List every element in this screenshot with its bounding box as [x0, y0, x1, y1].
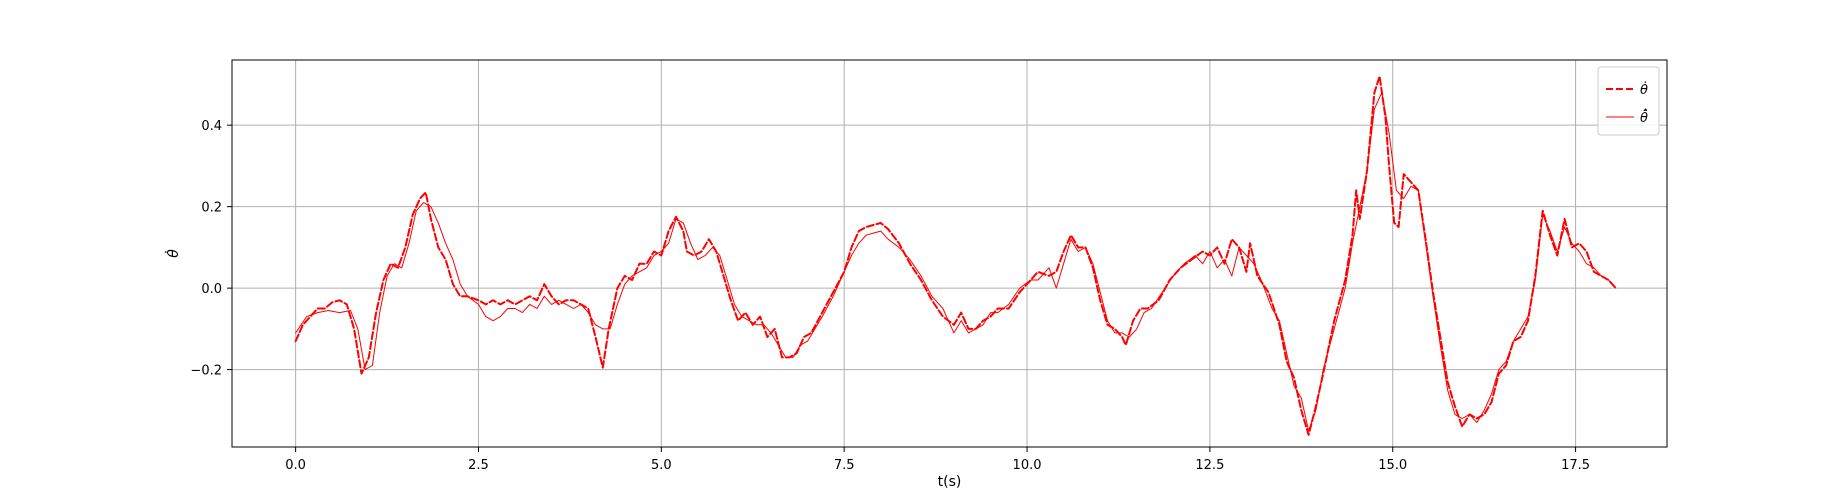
x-axis-label: t(s)	[938, 474, 962, 490]
x-tick-label: 2.5	[468, 458, 489, 473]
x-tick-label: 5.0	[651, 458, 672, 473]
legend: θ̇ θ̂̇	[1597, 66, 1660, 136]
x-tick-label: 7.5	[834, 458, 855, 473]
plot-area-frame	[231, 59, 1668, 448]
x-tick-label: 0.0	[285, 458, 306, 473]
x-tick-label: 15.0	[1378, 458, 1407, 473]
legend-label-theta-hat-dot: θ̂̇	[1640, 109, 1648, 126]
x-tick-label: 17.5	[1561, 458, 1590, 473]
x-tick-label: 10.0	[1013, 458, 1042, 473]
y-tick-label: −0.2	[190, 364, 222, 379]
y-tick-label: 0.2	[201, 201, 222, 216]
series-line-theta-hat-dot	[295, 92, 1617, 432]
y-tick-label: 0.0	[201, 282, 222, 297]
series-line-theta-dot	[294, 75, 1617, 436]
axis-ticks: 0.0 2.5 5.0 7.5 10.0 12.5 15.0 17.5 −0.2 0.0 0.2 0.…	[190, 119, 1590, 473]
legend-box	[1597, 66, 1660, 136]
series-lines	[294, 75, 1617, 436]
grid-lines	[232, 60, 1667, 447]
y-tick-label: 0.4	[201, 119, 222, 134]
y-axis-label-group: θ̇	[164, 249, 182, 258]
y-axis-label: θ̇	[164, 249, 182, 258]
x-tick-label: 12.5	[1195, 458, 1224, 473]
legend-label-theta-dot: θ̇	[1640, 82, 1648, 98]
